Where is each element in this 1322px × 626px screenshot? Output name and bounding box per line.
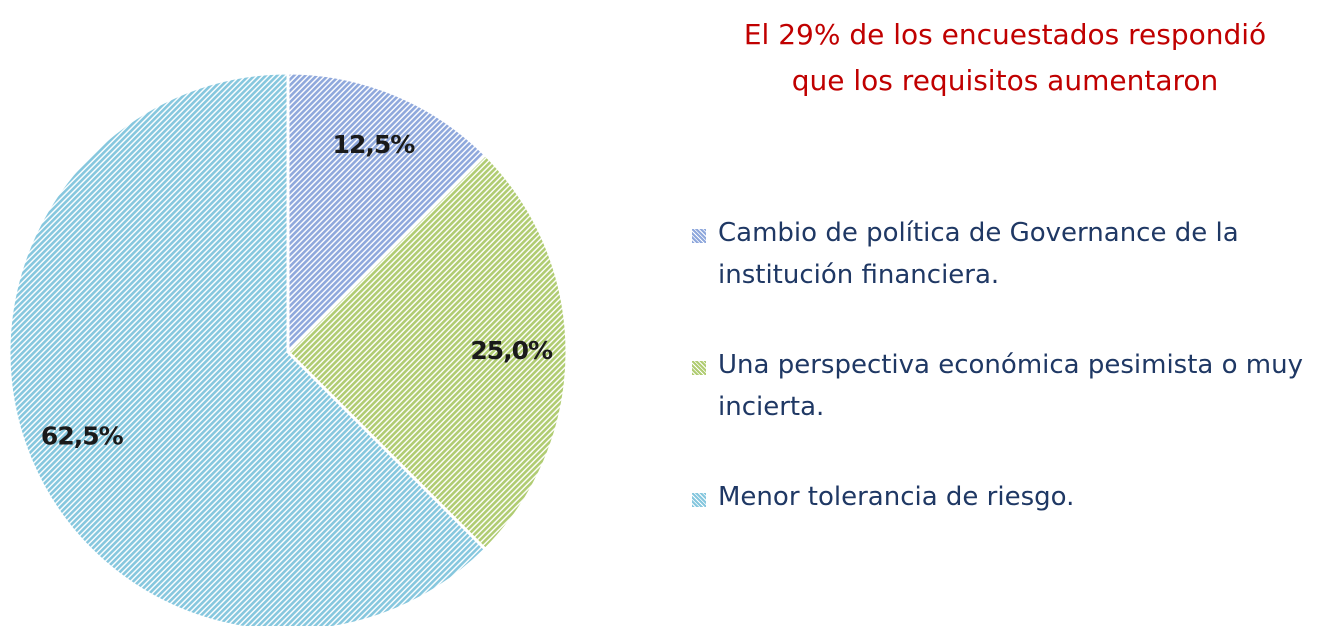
legend-label: Cambio de política de Governance de la i… [718, 218, 1239, 290]
legend-swatch [692, 229, 706, 243]
chart-title: El 29% de los encuestados respondió que … [743, 18, 1267, 97]
data-label: 12,5% [333, 130, 416, 159]
data-label: 62,5% [41, 421, 124, 450]
legend: Cambio de política de Governance de la i… [688, 212, 1318, 566]
legend-label: Menor tolerancia de riesgo. [718, 482, 1075, 512]
legend-item: Una perspectiva económica pesimista o mu… [688, 344, 1318, 428]
data-label: 25,0% [470, 336, 553, 365]
pie-slice [286, 71, 488, 356]
pie-slice [285, 152, 569, 552]
legend-swatch [692, 493, 706, 507]
legend-label: Una perspectiva económica pesimista o mu… [718, 350, 1303, 422]
legend-item: Menor tolerancia de riesgo. [688, 476, 1318, 518]
pie-chart: 12,5% 25,0% 62,5% [7, 71, 569, 626]
legend-item: Cambio de política de Governance de la i… [688, 212, 1318, 296]
legend-swatch [692, 361, 706, 375]
